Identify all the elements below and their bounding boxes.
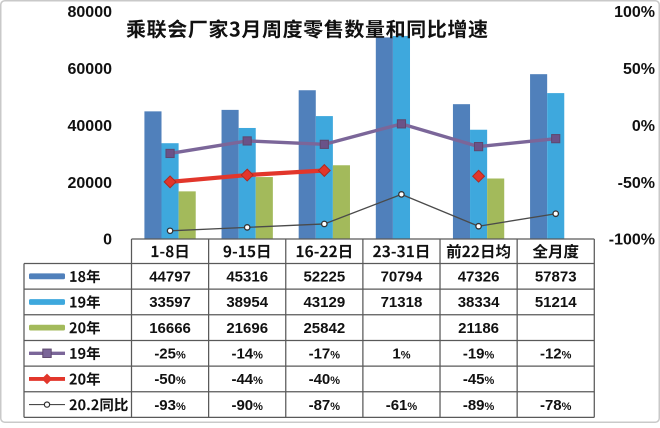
svg-text:-61%: -61% (386, 397, 418, 414)
svg-text:45316: 45316 (226, 269, 268, 286)
svg-text:47326: 47326 (458, 269, 500, 286)
svg-text:-44%: -44% (231, 371, 263, 388)
svg-text:57873: 57873 (535, 269, 577, 286)
svg-text:-93%: -93% (154, 397, 186, 414)
svg-text:-17%: -17% (309, 345, 341, 362)
svg-text:-100%: -100% (609, 232, 655, 249)
svg-text:-89%: -89% (463, 397, 495, 414)
svg-text:70794: 70794 (381, 269, 423, 286)
svg-text:-45%: -45% (463, 371, 495, 388)
svg-text:20000: 20000 (68, 175, 113, 192)
svg-text:51214: 51214 (535, 294, 577, 311)
svg-text:100%: 100% (614, 4, 655, 21)
svg-text:60000: 60000 (68, 61, 113, 78)
svg-text:16666: 16666 (149, 320, 191, 337)
svg-text:-50%: -50% (618, 175, 655, 192)
svg-text:40000: 40000 (68, 118, 113, 135)
svg-text:38954: 38954 (226, 294, 268, 311)
svg-text:71318: 71318 (381, 294, 423, 311)
svg-text:52225: 52225 (303, 269, 345, 286)
svg-text:-87%: -87% (309, 397, 341, 414)
svg-text:0%: 0% (632, 118, 655, 135)
svg-text:-12%: -12% (540, 345, 572, 362)
svg-text:25842: 25842 (303, 320, 345, 337)
svg-text:44797: 44797 (149, 269, 191, 286)
svg-text:-78%: -78% (540, 397, 572, 414)
svg-text:21186: 21186 (458, 320, 499, 337)
svg-text:38334: 38334 (458, 294, 500, 311)
svg-text:-50%: -50% (154, 371, 186, 388)
svg-text:80000: 80000 (68, 4, 113, 21)
svg-text:-14%: -14% (231, 345, 263, 362)
svg-text:21696: 21696 (226, 320, 268, 337)
svg-text:-25%: -25% (154, 345, 186, 362)
svg-text:-40%: -40% (309, 371, 341, 388)
svg-text:1%: 1% (392, 345, 410, 362)
svg-text:43129: 43129 (303, 294, 345, 311)
svg-text:33597: 33597 (149, 294, 191, 311)
svg-text:50%: 50% (623, 61, 655, 78)
svg-text:-19%: -19% (463, 345, 495, 362)
svg-text:0: 0 (103, 232, 112, 249)
svg-text:-90%: -90% (231, 397, 263, 414)
